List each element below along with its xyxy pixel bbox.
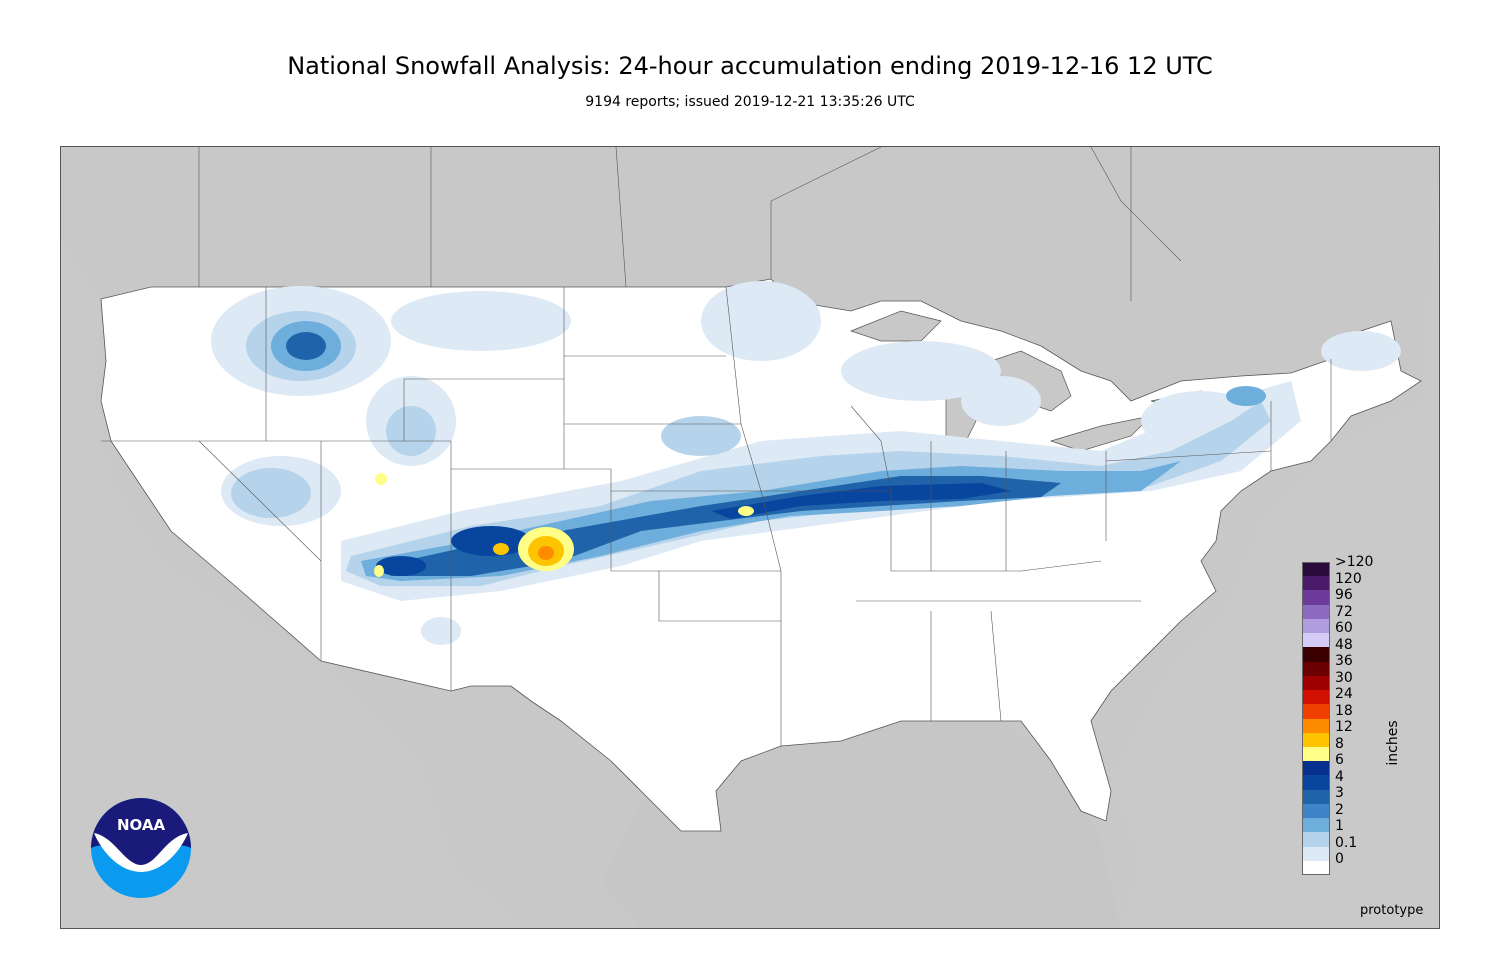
legend-tick-label: 3 xyxy=(1335,785,1344,801)
map-canvas xyxy=(61,147,1439,928)
legend-swatch xyxy=(1302,661,1329,677)
legend-swatch xyxy=(1302,590,1329,606)
legend-tick-label: 120 xyxy=(1335,570,1362,587)
legend-swatch xyxy=(1302,818,1329,833)
legend-tick-label: 30 xyxy=(1335,669,1353,686)
legend-swatch xyxy=(1302,618,1329,634)
legend-tick-label: 2 xyxy=(1335,801,1344,818)
prototype-label: prototype xyxy=(1360,903,1424,918)
legend-tick-label: 4 xyxy=(1335,768,1344,785)
atlantic-ocean xyxy=(1111,172,1439,928)
legend-swatch xyxy=(1302,675,1329,691)
legend-tick-label: 0 xyxy=(1335,851,1344,867)
legend-tick-label: 6 xyxy=(1335,752,1344,768)
legend-swatch xyxy=(1302,633,1329,648)
legend-swatch xyxy=(1302,647,1329,663)
legend-tick-label: 8 xyxy=(1335,735,1344,752)
legend-tick-label: 24 xyxy=(1335,686,1353,702)
snowfall-12-18in xyxy=(538,546,554,560)
snowfall-4-6in xyxy=(376,483,1011,576)
legend-swatch xyxy=(1302,803,1329,819)
map-subtitle: 9194 reports; issued 2019-12-21 13:35:26… xyxy=(585,94,915,110)
legend-tick-label: 12 xyxy=(1335,719,1353,735)
legend-tick-label: 1 xyxy=(1335,818,1344,834)
legend-tick-label: 36 xyxy=(1335,653,1353,669)
legend-tick-label: >120 xyxy=(1335,554,1374,570)
legend-tick-label: 72 xyxy=(1335,603,1353,620)
pacific-ocean xyxy=(61,147,519,928)
snowfall-map xyxy=(60,146,1440,929)
legend-swatch xyxy=(1302,718,1329,734)
legend-swatch xyxy=(1302,562,1329,577)
legend-swatch xyxy=(1302,775,1329,791)
legend-tick-label: 0.1 xyxy=(1335,834,1358,851)
legend-units-label: inches xyxy=(1385,720,1401,766)
legend-swatch xyxy=(1302,761,1329,776)
legend-tick-label: 18 xyxy=(1335,702,1353,719)
legend-swatch xyxy=(1302,604,1329,620)
noaa-logo-text: NOAA xyxy=(117,816,166,834)
legend-tick-label: 60 xyxy=(1335,620,1353,636)
legend-swatch xyxy=(1302,704,1329,719)
legend-swatch xyxy=(1302,832,1329,848)
noaa-logo: NOAA xyxy=(91,798,191,898)
legend-tick-label: 96 xyxy=(1335,587,1353,603)
legend-swatch xyxy=(1302,576,1329,591)
state-boundaries xyxy=(101,286,1332,746)
legend-swatch xyxy=(1302,690,1329,705)
legend-tick-label: 48 xyxy=(1335,636,1353,653)
legend-swatch xyxy=(1302,746,1329,762)
legend-swatch xyxy=(1302,860,1329,876)
canada-boundaries xyxy=(198,147,1182,301)
great-lakes xyxy=(849,310,1217,452)
legend-swatch xyxy=(1302,846,1329,862)
map-title: National Snowfall Analysis: 24-hour accu… xyxy=(287,52,1213,80)
legend-swatch xyxy=(1302,789,1329,805)
legend-swatch xyxy=(1302,732,1329,748)
